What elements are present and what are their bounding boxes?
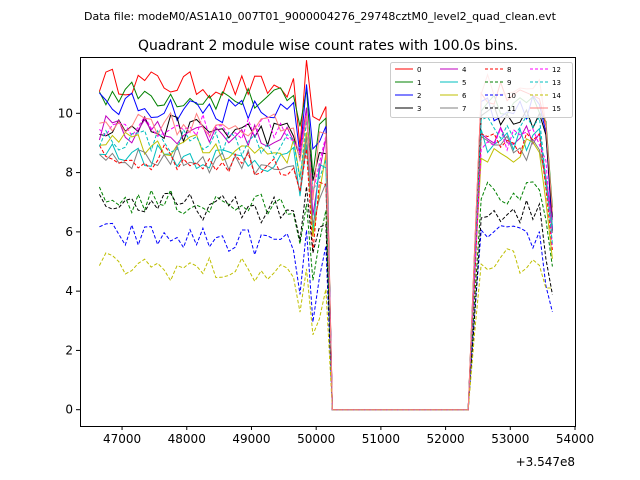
legend-label-11: 11 [507,105,516,113]
legend-label-13: 13 [552,79,561,87]
x-tick-label: 49000 [232,432,270,446]
x-tick-label: 51000 [362,432,400,446]
y-tick-label: 10 [58,106,73,120]
chart-title: Quadrant 2 module wise count rates with … [138,38,518,54]
plot-area: 47000 48000 49000 50000 51000 52000 53000 54000… [58,57,594,469]
series-line-9 [98,181,553,411]
legend-label-0: 0 [417,66,421,74]
legend-label-1: 1 [417,79,421,87]
x-tick-label: 48000 [168,432,206,446]
legend-label-4: 4 [462,66,467,74]
x-tick-label: 54000 [556,432,594,446]
y-axis: 0 2 4 6 8 10 [58,106,80,417]
x-tick-label: 50000 [297,432,335,446]
x-tick-label: 52000 [426,432,464,446]
x-axis: 47000 48000 49000 50000 51000 52000 53000 54000 [103,426,594,446]
legend-label-2: 2 [417,92,421,100]
series-line-15 [99,72,553,411]
y-tick-label: 0 [65,403,73,417]
x-offset-label: +3.547e8 [516,455,575,469]
y-tick-label: 6 [65,225,73,239]
x-tick-label: 47000 [103,432,141,446]
legend-label-3: 3 [417,105,421,113]
series-layer [98,60,553,411]
y-tick-label: 4 [65,284,73,298]
axes-frame [80,57,576,427]
y-tick-label: 2 [65,343,73,357]
legend-label-14: 14 [552,92,561,100]
legend-label-8: 8 [507,66,511,74]
legend-label-5: 5 [462,79,466,87]
legend-label-15: 15 [552,105,561,113]
legend-label-9: 9 [507,79,511,87]
legend-box [390,62,573,118]
legend-label-12: 12 [552,66,561,74]
series-line-14 [98,248,553,411]
series-line-10 [99,222,553,411]
legend-label-10: 10 [507,92,516,100]
x-tick-label: 53000 [491,432,529,446]
series-line-11 [98,186,553,411]
data-file-label: Data file: modeM0/AS1A10_007T01_90000042… [84,10,557,23]
legend-label-7: 7 [462,105,466,113]
y-tick-label: 8 [65,166,73,180]
legend-label-6: 6 [462,92,467,100]
